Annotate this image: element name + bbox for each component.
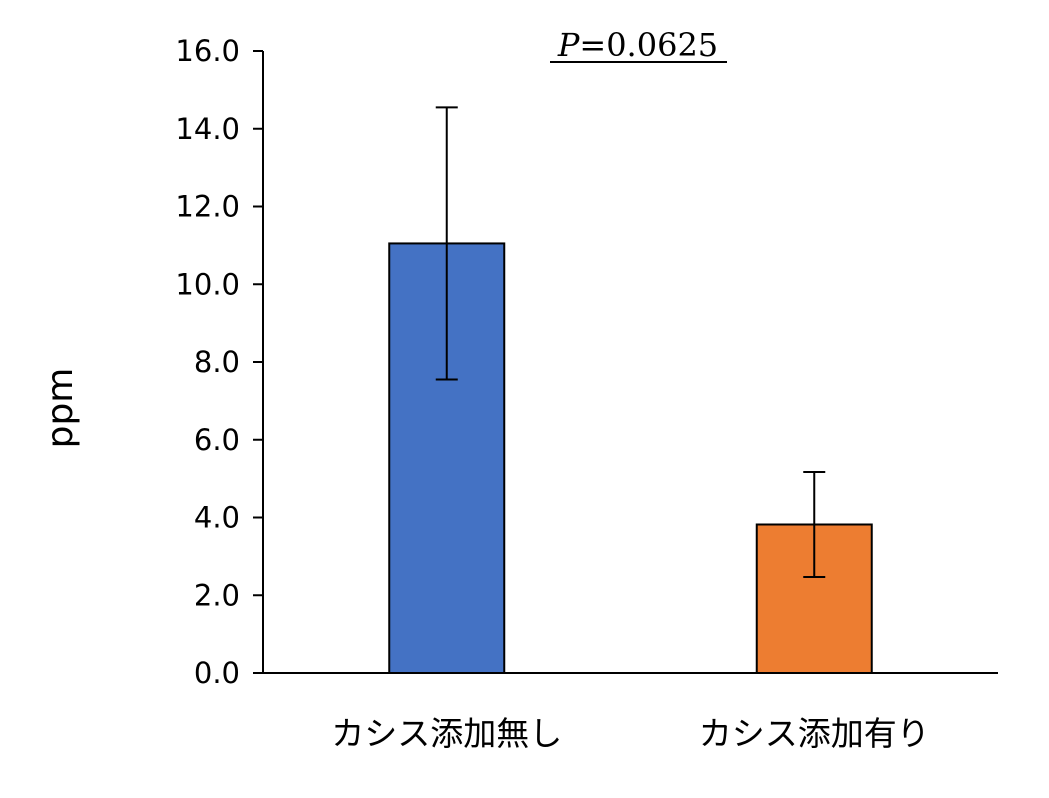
y-axis-tick-labels: 0.0 2.0 4.0 6.0 8.0 10.0 12.0 14.0 16.0: [175, 34, 240, 690]
y-tick-label: 0.0: [194, 656, 240, 690]
y-tick-label: 10.0: [175, 267, 240, 301]
p-value-text: P=0.0625: [557, 26, 718, 64]
p-value-symbol: P: [557, 26, 580, 64]
bars: [388, 242, 873, 674]
p-value-annotation: P=0.0625: [550, 26, 727, 64]
error-bars: [435, 106, 826, 578]
x-category-label: カシス添加有り: [699, 714, 930, 753]
x-axis-category-labels: カシス添加無し カシス添加有り: [331, 714, 930, 753]
y-axis-ticks: [253, 50, 263, 674]
x-category-label: カシス添加無し: [331, 714, 562, 753]
y-tick-label: 12.0: [175, 190, 240, 224]
y-tick-label: 2.0: [194, 578, 240, 612]
p-value-number: =0.0625: [579, 26, 718, 64]
y-tick-label: 14.0: [175, 112, 240, 146]
y-tick-label: 6.0: [194, 423, 240, 457]
y-tick-label: 16.0: [175, 34, 240, 68]
y-tick-label: 8.0: [194, 345, 240, 379]
y-tick-label: 4.0: [194, 501, 240, 535]
y-axis-title: ppm: [40, 368, 81, 449]
